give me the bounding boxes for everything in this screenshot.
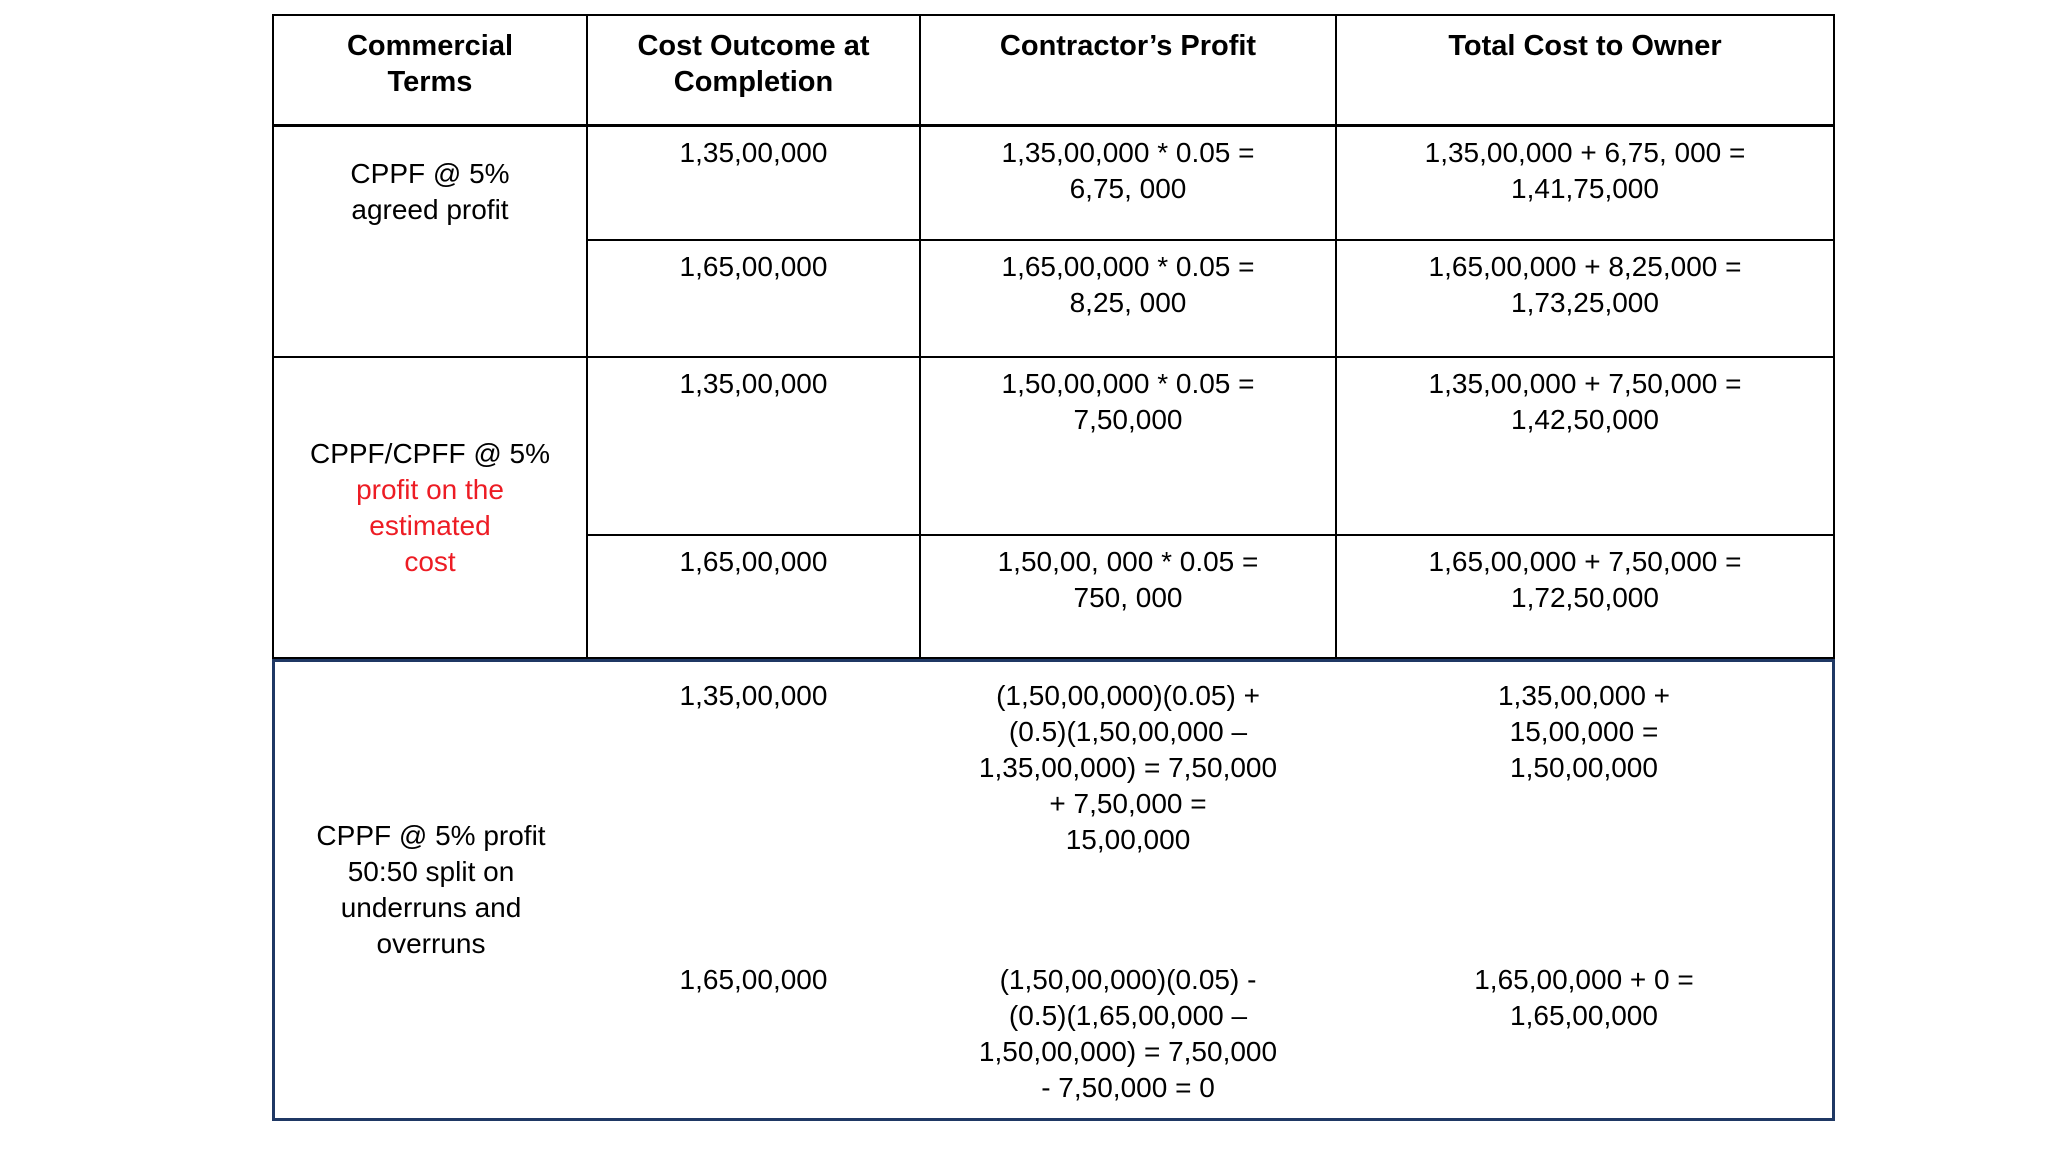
- cell-contractor-profit: (1,50,00,000)(0.05) - (0.5)(1,65,00,000 …: [978, 964, 1278, 1103]
- cell-cost-outcome: 1,65,00,000: [586, 241, 919, 356]
- term-red-text: profit on the estimated cost: [356, 473, 504, 577]
- header-cell-contractors-profit: Contractor’s Profit: [919, 16, 1335, 124]
- term-cell-cppf-agreed: CPPF @ 5% agreed profit: [350, 157, 510, 225]
- cell-contractor-profit: 1,50,00, 000 * 0.05 = 750, 000: [919, 536, 1335, 657]
- cell-cost-outcome: 1,35,00,000: [679, 680, 828, 711]
- cell-total-cost: 1,35,00,000 + 15,00,000 = 1,50,00,000: [1497, 680, 1671, 783]
- cell-contractor-profit: 1,50,00,000 * 0.05 = 7,50,000: [919, 358, 1335, 536]
- cell-cost-outcome: 1,65,00,000: [586, 536, 919, 657]
- header-cell-commercial-terms: Commercial Terms: [346, 30, 513, 98]
- term-cell-cppf-split: CPPF @ 5% profit 50:50 split on underrun…: [316, 820, 546, 959]
- header-cell-total-cost: Total Cost to Owner: [1335, 16, 1833, 124]
- header-cell-cost-outcome: Cost Outcome at Completion: [586, 16, 919, 124]
- cell-contractor-profit: 1,35,00,000 * 0.05 = 6,75, 000: [919, 127, 1335, 241]
- cell-contractor-profit: (1,50,00,000)(0.05) + (0.5)(1,50,00,000 …: [978, 680, 1278, 855]
- section-cppf-cpff-estimated-cost: CPPF/CPFF @ 5% profit on the estimated c…: [272, 358, 1835, 659]
- section-cppf-50-50-split: CPPF @ 5% profit 50:50 split on underrun…: [272, 659, 1835, 1121]
- cell-total-cost: 1,65,00,000 + 0 = 1,65,00,000: [1474, 964, 1694, 1031]
- term-black-text: CPPF/CPFF @ 5%: [309, 437, 550, 469]
- cell-total-cost: 1,65,00,000 + 8,25,000 = 1,73,25,000: [1335, 241, 1833, 356]
- cell-cost-outcome: 1,35,00,000: [586, 127, 919, 241]
- table-header-row: Commercial Terms Cost Outcome at Complet…: [272, 14, 1835, 127]
- term-cell-cppf-cpff: CPPF/CPFF @ 5% profit on the estimated c…: [274, 358, 586, 657]
- cell-cost-outcome: 1,35,00,000: [586, 358, 919, 536]
- commercial-terms-table: Commercial Terms Cost Outcome at Complet…: [272, 14, 1835, 1121]
- cell-contractor-profit: 1,65,00,000 * 0.05 = 8,25, 000: [919, 241, 1335, 356]
- cell-total-cost: 1,35,00,000 + 7,50,000 = 1,42,50,000: [1335, 358, 1833, 536]
- section-cppf-agreed-profit: CPPF @ 5% agreed profit 1,35,00,000 1,35…: [272, 127, 1835, 358]
- cell-cost-outcome: 1,65,00,000: [679, 964, 828, 995]
- cell-total-cost: 1,35,00,000 + 6,75, 000 = 1,41,75,000: [1335, 127, 1833, 241]
- cell-total-cost: 1,65,00,000 + 7,50,000 = 1,72,50,000: [1335, 536, 1833, 657]
